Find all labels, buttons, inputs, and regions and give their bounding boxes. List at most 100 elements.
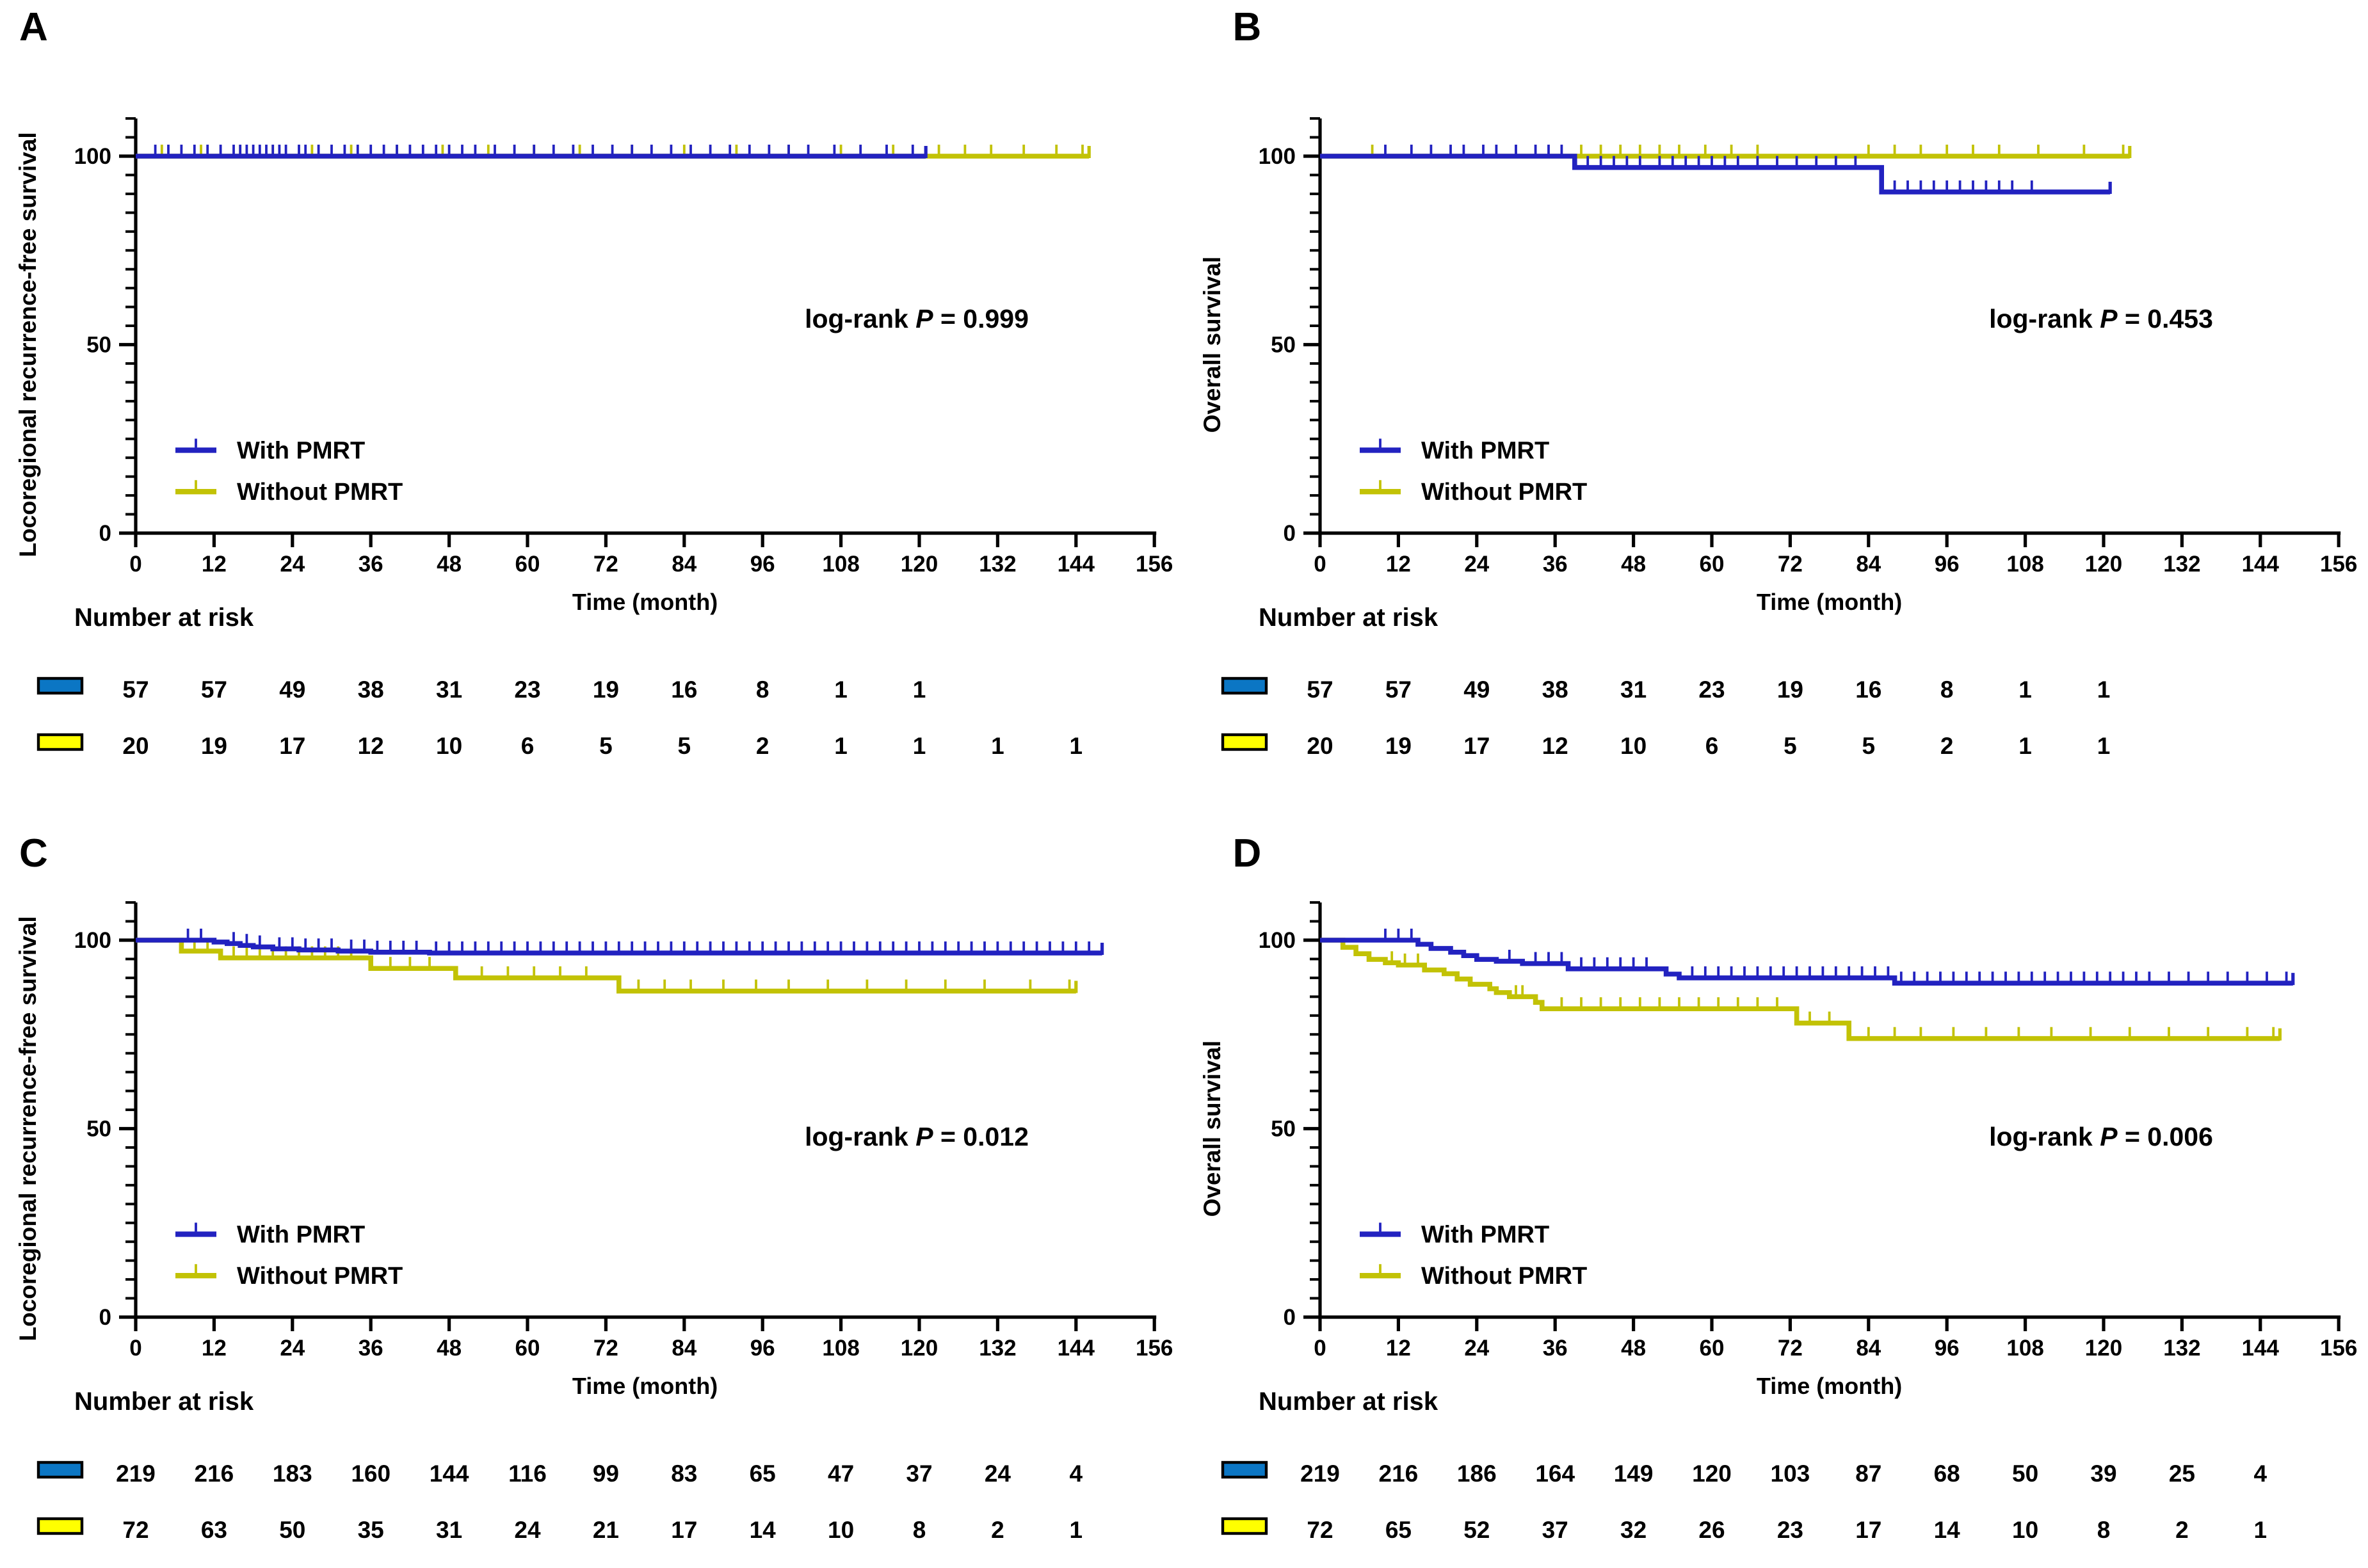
x-tick-label: 108 [822,552,859,577]
risk-count: 14 [1933,1517,1960,1543]
risk-count: 1 [2253,1517,2267,1543]
x-tick-label: 156 [1136,552,1173,577]
risk-count: 5 [1784,733,1797,759]
x-tick-label: 108 [822,1336,859,1361]
risk-count: 65 [750,1460,776,1487]
risk-count: 23 [1698,676,1725,703]
risk-count: 164 [1535,1460,1575,1487]
x-tick-label: 12 [1385,552,1410,577]
y-tick-label: 0 [99,521,111,546]
x-tick-label: 96 [1934,1336,1959,1361]
risk-row-swatch-without-pmrt [1221,1517,1268,1535]
y-tick-label: 0 [99,1305,111,1330]
x-tick-label: 84 [1856,1336,1881,1361]
risk-count: 65 [1385,1517,1411,1543]
x-tick-label: 156 [2319,552,2356,577]
risk-count: 23 [514,676,540,703]
risk-count: 19 [1776,676,1803,703]
x-tick-label: 12 [1385,1336,1410,1361]
risk-count: 183 [273,1460,312,1487]
x-tick-label: 72 [1777,1336,1802,1361]
x-tick-label: 72 [1777,552,1802,577]
x-tick-label: 144 [1058,1336,1095,1361]
risk-count: 1 [2097,733,2110,759]
risk-count: 39 [2090,1460,2116,1487]
y-tick-label: 100 [1258,144,1295,169]
y-tick-label: 0 [1283,521,1295,546]
x-tick-label: 156 [2319,1336,2356,1361]
risk-count: 37 [1542,1517,1568,1543]
risk-count: 14 [750,1517,777,1543]
risk-count: 16 [1855,676,1881,703]
risk-count: 19 [201,733,227,759]
y-tick-label: 0 [1283,1305,1295,1330]
risk-count: 50 [2012,1460,2038,1487]
risk-count: 8 [756,676,769,703]
x-tick-label: 120 [901,552,938,577]
x-axis-title: Time (month) [572,1373,718,1399]
x-tick-label: 36 [358,1336,383,1361]
survival-curve-without-pmrt [136,938,1076,994]
risk-count: 1 [913,676,926,703]
risk-count: 1 [1070,733,1083,759]
risk-count: 1 [991,733,1004,759]
x-tick-label: 96 [1934,552,1959,577]
panel-c: C 0 50 100 0 12 24 36 48 60 72 84 96 108 120 132 144 156… [0,784,1184,1568]
y-tick-label: 50 [86,1117,111,1142]
risk-count: 160 [351,1460,391,1487]
risk-count: 1 [913,733,926,759]
x-tick-label: 0 [1314,1336,1326,1361]
risk-count: 63 [201,1517,227,1543]
y-tick-label: 100 [74,928,111,953]
x-tick-label: 24 [280,1336,305,1361]
risk-count: 1 [1070,1517,1083,1543]
logrank-p-annotation: log-rank P = 0.012 [805,1122,1029,1151]
x-tick-label: 24 [280,552,305,577]
risk-table-header: Number at risk [74,604,254,632]
risk-count: 68 [1933,1460,1960,1487]
panel-letter-d: D [1232,831,1262,876]
survival-curve-with-pmrt [1319,154,2110,195]
risk-count: 17 [279,733,305,759]
risk-count: 17 [1855,1517,1881,1543]
risk-count: 1 [2097,676,2110,703]
x-axis-title: Time (month) [1756,589,1901,615]
x-tick-label: 72 [593,1336,618,1361]
legend-label-with-pmrt: With PMRT [1421,437,1549,464]
risk-count: 87 [1855,1460,1881,1487]
risk-row-swatch-without-pmrt [1221,733,1268,751]
risk-count: 57 [1385,676,1411,703]
risk-count: 10 [2012,1517,2038,1543]
risk-count: 57 [201,676,227,703]
risk-count: 116 [508,1460,547,1487]
logrank-p-annotation: log-rank P = 0.006 [1989,1122,2213,1151]
risk-count: 26 [1698,1517,1725,1543]
x-tick-label: 84 [1856,552,1881,577]
risk-count: 5 [678,733,691,759]
x-tick-label: 120 [2084,1336,2122,1361]
risk-count: 38 [1542,676,1568,703]
x-tick-label: 144 [2241,1336,2279,1361]
legend-label-with-pmrt: With PMRT [1421,1221,1549,1248]
risk-count: 32 [1620,1517,1647,1543]
y-tick-label: 50 [1271,1117,1296,1142]
risk-count: 38 [358,676,384,703]
risk-count: 17 [671,1517,697,1543]
risk-count: 5 [599,733,613,759]
risk-count: 21 [593,1517,619,1543]
risk-row-swatch-with-pmrt [36,676,84,695]
risk-count: 24 [514,1517,541,1543]
y-axis-title: Locoregional recurrence-free survival [15,916,41,1341]
risk-count: 23 [1776,1517,1803,1543]
x-tick-label: 132 [2163,1336,2200,1361]
x-tick-label: 144 [2241,552,2279,577]
risk-count: 2 [2175,1517,2189,1543]
x-tick-label: 132 [979,1336,1016,1361]
x-tick-label: 96 [750,1336,775,1361]
x-tick-label: 48 [1621,1336,1646,1361]
risk-count: 24 [985,1460,1011,1487]
x-tick-label: 48 [1621,552,1646,577]
